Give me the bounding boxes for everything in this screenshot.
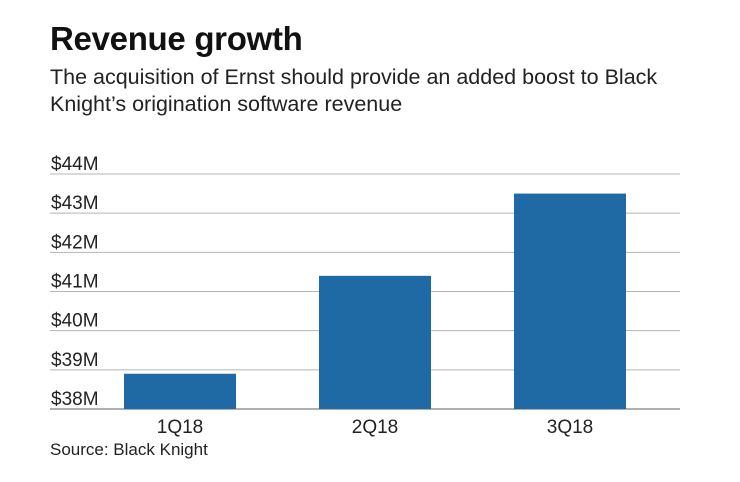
bar-1q18 — [124, 373, 236, 409]
bar-3q18 — [514, 193, 626, 409]
y-tick-label: $43M — [51, 193, 99, 214]
y-tick-label: $44M — [51, 154, 99, 175]
y-tick-label: $39M — [51, 350, 99, 371]
x-tick-label: 3Q18 — [547, 417, 593, 438]
y-tick-label: $42M — [51, 232, 99, 253]
bar-2q18 — [319, 275, 431, 409]
y-tick-label: $41M — [51, 272, 99, 293]
chart-subtitle: The acquisition of Ernst should provide … — [50, 65, 658, 116]
x-tick-label: 2Q18 — [352, 417, 398, 438]
y-tick-label: $38M — [51, 389, 99, 410]
source-note: Source: Black Knight — [50, 440, 208, 459]
chart-title: Revenue growth — [50, 20, 303, 57]
x-tick-label: 1Q18 — [157, 417, 203, 438]
y-tick-label: $40M — [51, 311, 99, 332]
